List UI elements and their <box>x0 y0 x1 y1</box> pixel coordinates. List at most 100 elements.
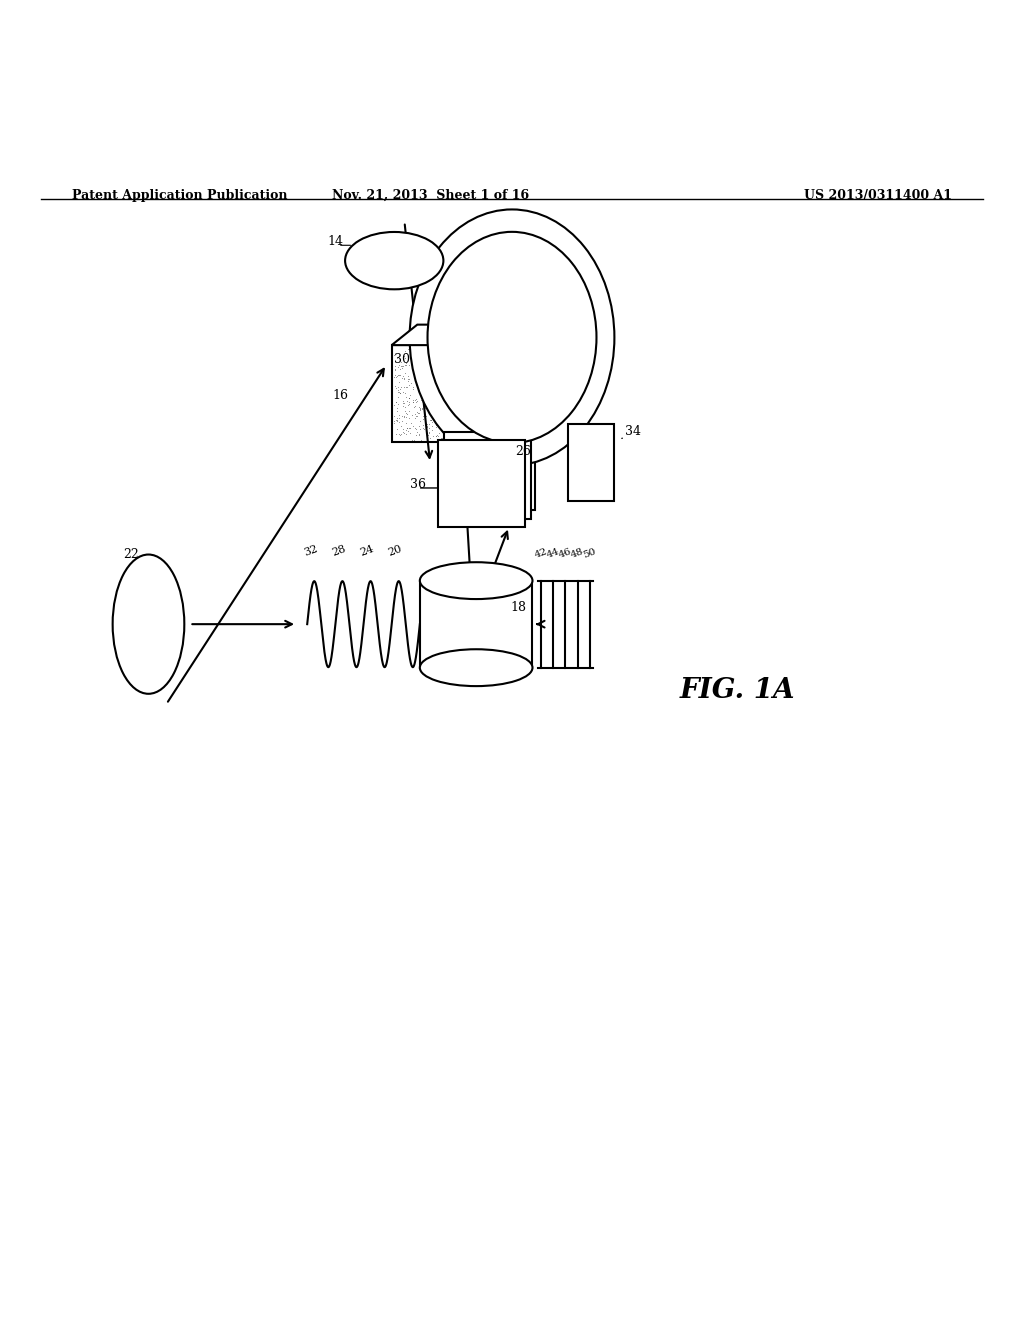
Point <box>441 345 458 366</box>
Point <box>460 345 476 366</box>
Point <box>370 235 386 256</box>
Point <box>432 397 449 418</box>
Point <box>129 611 145 632</box>
Point <box>376 256 392 277</box>
Point <box>441 395 458 416</box>
Point <box>474 347 490 368</box>
Point <box>415 414 431 436</box>
Text: 18: 18 <box>510 601 526 614</box>
Point <box>356 235 373 256</box>
Point <box>467 337 483 358</box>
Point <box>477 426 494 447</box>
Point <box>425 249 441 271</box>
Point <box>453 345 469 366</box>
Point <box>392 269 409 290</box>
Ellipse shape <box>420 562 532 599</box>
Point <box>460 358 476 379</box>
Point <box>131 659 147 680</box>
Point <box>414 264 430 285</box>
Point <box>469 408 485 429</box>
Point <box>402 418 419 440</box>
Point <box>131 660 147 681</box>
Point <box>348 248 365 269</box>
Point <box>389 387 406 408</box>
Point <box>413 389 429 411</box>
Point <box>387 358 403 379</box>
Point <box>435 399 452 420</box>
Point <box>401 422 418 444</box>
Point <box>401 393 418 414</box>
Point <box>410 247 426 268</box>
Point <box>429 391 445 412</box>
Point <box>397 412 414 433</box>
Point <box>420 348 436 370</box>
Point <box>469 360 485 381</box>
Point <box>423 409 439 430</box>
Point <box>466 384 482 405</box>
Point <box>395 267 412 288</box>
Point <box>397 240 414 261</box>
Point <box>392 273 409 294</box>
Point <box>371 228 387 249</box>
Point <box>421 356 437 378</box>
Point <box>168 628 184 649</box>
Point <box>438 356 455 378</box>
Point <box>477 403 494 424</box>
Point <box>376 228 392 249</box>
Point <box>431 428 447 449</box>
Point <box>157 649 173 671</box>
Point <box>436 425 453 446</box>
Text: 20: 20 <box>387 544 403 557</box>
Point <box>416 253 432 275</box>
Point <box>143 651 160 672</box>
Point <box>452 359 468 380</box>
Point <box>381 271 397 292</box>
Point <box>137 598 154 619</box>
Point <box>423 259 439 280</box>
Point <box>427 348 443 370</box>
Point <box>453 407 469 428</box>
Point <box>419 236 435 257</box>
Point <box>117 615 133 636</box>
Point <box>407 403 423 424</box>
Point <box>145 664 162 685</box>
Point <box>379 238 395 259</box>
Point <box>410 403 426 424</box>
Point <box>369 267 385 288</box>
Point <box>170 624 186 645</box>
Point <box>138 585 155 606</box>
Point <box>474 341 490 362</box>
Point <box>454 354 470 375</box>
Point <box>394 411 411 432</box>
Point <box>413 355 429 376</box>
Point <box>140 643 157 664</box>
Point <box>397 363 414 384</box>
Point <box>395 391 412 412</box>
Point <box>140 616 157 638</box>
Point <box>404 345 421 366</box>
Point <box>403 350 420 371</box>
Point <box>151 582 167 603</box>
Point <box>132 598 148 619</box>
Point <box>155 598 171 619</box>
Point <box>478 399 495 420</box>
Point <box>465 388 481 409</box>
Point <box>408 360 424 381</box>
Point <box>461 366 477 387</box>
Point <box>444 430 461 451</box>
Point <box>135 565 152 586</box>
Point <box>399 376 416 397</box>
Point <box>416 240 432 261</box>
Point <box>356 251 373 272</box>
Point <box>412 380 428 401</box>
Point <box>421 422 437 444</box>
Point <box>475 375 492 396</box>
Point <box>393 271 410 292</box>
Point <box>119 611 135 632</box>
Point <box>425 350 441 371</box>
Point <box>147 614 164 635</box>
Point <box>459 391 475 412</box>
Polygon shape <box>391 345 489 442</box>
Point <box>395 368 412 389</box>
Point <box>467 355 483 376</box>
